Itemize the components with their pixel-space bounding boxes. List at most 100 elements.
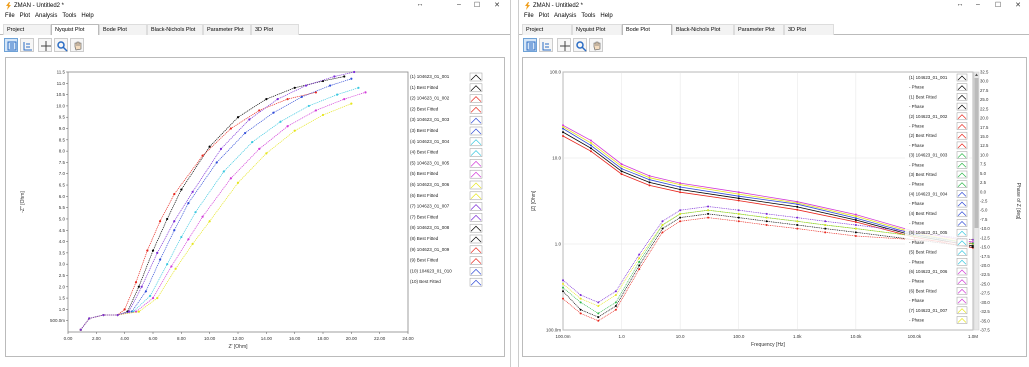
legend-swatch-line: [957, 191, 967, 197]
legend-swatch-line: [957, 250, 967, 255]
y-tick-label: 9.0: [59, 126, 66, 131]
legend-swatch-line: [957, 221, 967, 226]
menu-file[interactable]: File: [5, 13, 15, 19]
zoom-icon[interactable]: [573, 38, 587, 52]
legend-swatch-line: [470, 193, 482, 200]
y-tick-label: 11.5: [57, 70, 66, 75]
magnitude-data-point: [679, 183, 682, 186]
phase-data-point: [796, 227, 799, 230]
legend-swatch: [469, 137, 483, 147]
restore-icon[interactable]: ↔: [416, 1, 424, 8]
legend-swatch: [469, 180, 483, 190]
legend-swatch-line: [470, 247, 482, 254]
scroll-up-icon: [975, 73, 978, 76]
magnitude-data-point: [854, 219, 857, 222]
menu-bar: File Plot Analysis Tools Help: [519, 13, 1029, 23]
y2-tick-label: -35.0: [980, 318, 990, 323]
close-button[interactable]: ✕: [494, 2, 500, 9]
nyquist-chart[interactable]: 0.00 2.00 4.00 6.00 8.00 10.00 12.00 14.00 16.00…: [6, 58, 506, 358]
chart-options-icon[interactable]: [539, 38, 553, 52]
legend-swatch-line: [470, 160, 482, 167]
x-tick-label: 10.0: [676, 334, 685, 339]
magnitude-data-point: [562, 124, 564, 127]
legend-swatch: [956, 277, 968, 285]
close-button[interactable]: ✕: [1015, 2, 1021, 9]
legend-entry-label: - Phase: [909, 221, 925, 226]
nyquist-data-point: [156, 251, 159, 254]
menu-file[interactable]: File: [524, 13, 534, 19]
legend-swatch-line: [957, 114, 967, 120]
y2-tick-label: -27.5: [980, 291, 990, 296]
menu-analysis[interactable]: Analysis: [35, 13, 58, 19]
phase-data-point: [614, 290, 617, 293]
menu-tools[interactable]: Tools: [62, 13, 77, 19]
minimize-button[interactable]: –: [457, 1, 461, 8]
legend-layout-icon[interactable]: [4, 38, 18, 52]
phase-data-point: [614, 305, 617, 308]
tab-bode-plot[interactable]: Bode Plot: [99, 24, 147, 35]
title-bar[interactable]: ZMAN - Untitled2 * ↔ – ☐ ✕: [0, 0, 510, 12]
tab-parameter-plot[interactable]: Parameter Plot: [203, 24, 251, 35]
tab-project[interactable]: Project: [3, 24, 51, 35]
tab-parameter-plot[interactable]: Parameter Plot: [734, 24, 784, 35]
nyquist-data-point: [286, 125, 289, 128]
nyquist-data-point: [173, 192, 176, 196]
menu-plot[interactable]: Plot: [19, 13, 31, 19]
menu-plot[interactable]: Plot: [538, 13, 550, 19]
pan-hand-icon[interactable]: [589, 38, 603, 52]
x-axis-label: Frequency [Hz]: [751, 342, 786, 348]
tab-nyquist-plot[interactable]: Nyquist Plot: [572, 24, 622, 35]
y2-tick-label: -2.5: [980, 199, 988, 204]
phase-data-point: [638, 257, 641, 260]
menu-help[interactable]: Help: [600, 13, 613, 19]
zoom-icon[interactable]: [54, 38, 68, 52]
phase-series-line: [562, 209, 974, 307]
tab-black-nichols-plot[interactable]: Black-Nichols Plot: [672, 24, 734, 35]
minimize-button[interactable]: –: [976, 1, 980, 8]
title-bar[interactable]: ZMAN - Untitled2 * ↔ – ☐ ✕: [519, 0, 1029, 12]
maximize-button[interactable]: ☐: [994, 2, 1002, 9]
magnitude-data-point: [648, 181, 651, 184]
menu-tools[interactable]: Tools: [581, 13, 596, 19]
legend-swatch-line: [470, 150, 482, 156]
nyquist-data-point: [191, 242, 194, 245]
maximize-button[interactable]: ☐: [473, 2, 481, 9]
y-tick-label: 3.0: [59, 262, 66, 267]
tab-bode-plot[interactable]: Bode Plot: [622, 24, 672, 35]
legend-entry-label: (3) Best Fitted: [410, 128, 439, 133]
tab-nyquist-plot[interactable]: Nyquist Plot: [51, 24, 99, 35]
y-tick-label: 9.5: [59, 115, 66, 120]
legend-entry-label: (6) 104623_01_006: [410, 182, 450, 187]
tab-project[interactable]: Project: [522, 24, 572, 35]
legend-swatch-line: [957, 269, 967, 275]
y2-tick-label: 30.0: [980, 79, 989, 84]
crosshair-icon[interactable]: [38, 38, 52, 52]
tab-3d-plot[interactable]: 3D Plot: [251, 24, 299, 35]
bode-chart[interactable]: 100.0m 1.0 10.0 100.0 1.0k 10.0k 100.0k 1.0M 100…: [523, 58, 1028, 358]
pan-hand-icon[interactable]: [70, 38, 84, 52]
legend-swatch: [469, 72, 483, 82]
nyquist-series-line: [80, 71, 355, 330]
magnitude-data-point: [737, 199, 740, 202]
crosshair-icon[interactable]: [557, 38, 571, 52]
restore-icon[interactable]: ↔: [956, 1, 964, 8]
tab-3d-plot[interactable]: 3D Plot: [784, 24, 834, 35]
legend-entry-label: (9) 104623_01_009: [410, 247, 450, 252]
nyquist-data-point: [201, 154, 204, 157]
nyquist-data-point: [328, 84, 332, 87]
legend-swatch-line: [957, 124, 967, 129]
phase-data-point: [562, 286, 564, 289]
menu-help[interactable]: Help: [81, 13, 94, 19]
x-tick-label: 10.00: [204, 336, 216, 341]
tab-black-nichols-plot[interactable]: Black-Nichols Plot: [147, 24, 203, 35]
legend-entry-label: (2) Best Fitted: [410, 106, 439, 111]
x-tick-label: 1.0: [618, 334, 625, 339]
menu-analysis[interactable]: Analysis: [554, 13, 577, 19]
legend-entry-label: (7) Best Fitted: [410, 214, 439, 219]
nyquist-data-point: [350, 77, 353, 80]
legend-layout-icon[interactable]: [523, 38, 537, 52]
magnitude-data-point: [620, 165, 623, 168]
phase-data-point: [854, 231, 857, 234]
chart-options-icon[interactable]: [20, 38, 34, 52]
legend-swatch: [956, 112, 968, 121]
